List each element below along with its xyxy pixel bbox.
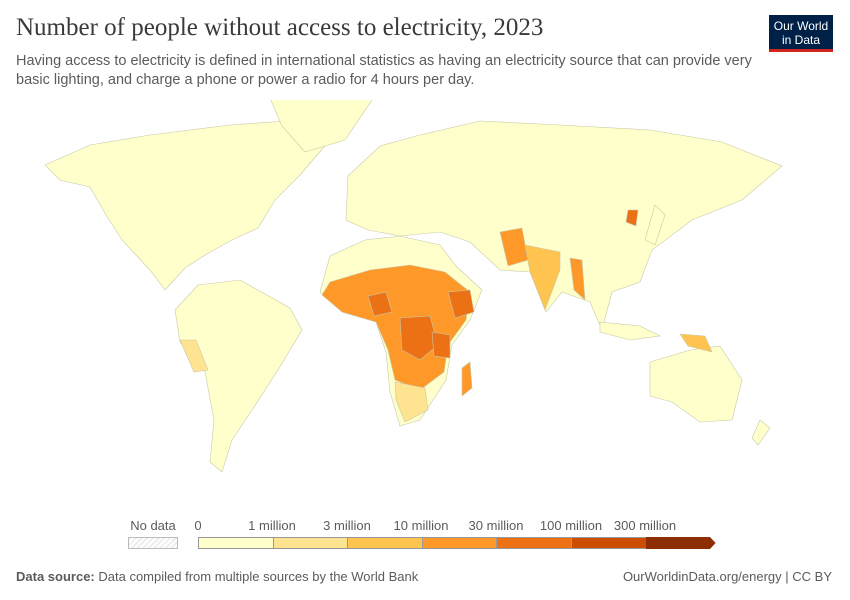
region-greenland[interactable] <box>270 100 373 153</box>
legend-label: 0 <box>194 518 202 533</box>
region-south-america[interactable] <box>174 279 303 473</box>
owid-logo[interactable]: Our World in Data <box>769 15 833 52</box>
world-map[interactable] <box>0 100 850 510</box>
legend-label: 10 million <box>393 518 449 533</box>
data-source: Data source: Data compiled from multiple… <box>16 569 418 584</box>
legend-label: 1 million <box>248 518 296 533</box>
region-india[interactable] <box>524 244 561 311</box>
source-label: Data source: <box>16 569 95 584</box>
legend-bin[interactable] <box>571 537 646 549</box>
region-myanmar[interactable] <box>569 257 586 301</box>
region-japan[interactable] <box>644 204 666 246</box>
region-north-america[interactable] <box>44 119 331 291</box>
legend-label: 100 million <box>539 518 603 533</box>
region-papua-new-guinea[interactable] <box>679 333 713 353</box>
region-southern-africa[interactable] <box>394 381 429 423</box>
legend-no-data-label: No data <box>130 518 176 533</box>
region-nigeria[interactable] <box>367 291 393 317</box>
region-indonesia[interactable] <box>599 321 662 341</box>
region-new-zealand[interactable] <box>751 419 771 446</box>
footer-link[interactable]: OurWorldinData.org/energy | CC BY <box>622 569 832 584</box>
legend-bin[interactable] <box>496 537 571 549</box>
legend-bin[interactable] <box>272 537 348 549</box>
legend-bin[interactable] <box>198 537 273 549</box>
legend-label: 3 million <box>323 518 371 533</box>
legend-bin[interactable] <box>421 537 497 549</box>
subtitle: Having access to electricity is defined … <box>16 53 752 88</box>
legend-bin[interactable] <box>645 537 716 549</box>
page-title: Number of people without access to elect… <box>16 14 544 41</box>
region-madagascar[interactable] <box>461 361 473 397</box>
legend-no-data-swatch[interactable] <box>128 537 178 549</box>
region-peru[interactable] <box>179 339 209 373</box>
source-text: Data compiled from multiple sources by t… <box>98 569 419 584</box>
region-eurasia[interactable] <box>345 120 783 331</box>
region-australia[interactable] <box>649 345 743 423</box>
legend-bin[interactable] <box>347 537 422 549</box>
region-north-korea[interactable] <box>625 209 639 227</box>
region-ethiopia[interactable] <box>447 289 475 319</box>
legend-label: 300 million <box>613 518 677 533</box>
region-sahel-west-africa[interactable] <box>321 264 471 391</box>
region-tanzania[interactable] <box>431 331 451 359</box>
region-drc[interactable] <box>399 315 439 361</box>
legend: No data 0 1 million 3 million 10 million… <box>0 515 850 555</box>
legend-label: 30 million <box>468 518 524 533</box>
